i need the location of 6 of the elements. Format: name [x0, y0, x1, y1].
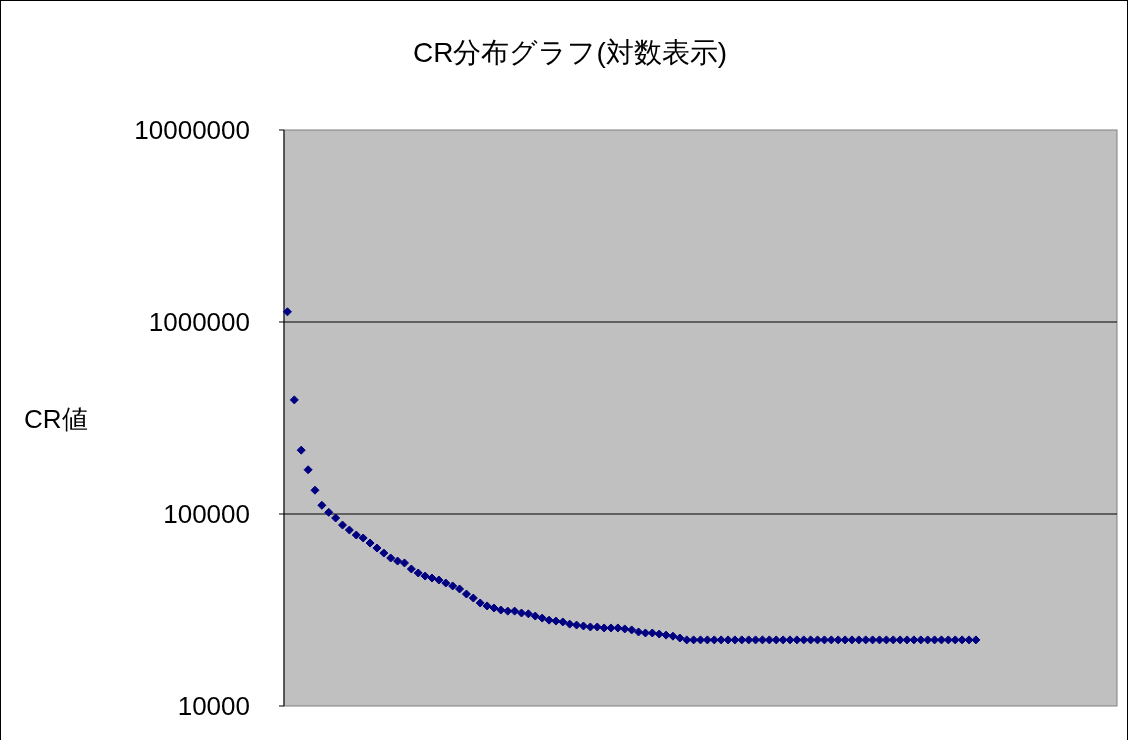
y-tick-label: 1000000 — [148, 307, 250, 337]
y-tick-label: 10000 — [177, 691, 250, 721]
chart-title: CR分布グラフ(対数表示) — [412, 37, 728, 68]
y-tick-label: 100000 — [163, 499, 250, 529]
y-tick-label: 10000000 — [134, 115, 250, 145]
y-axis-title: CR値 — [24, 404, 88, 434]
